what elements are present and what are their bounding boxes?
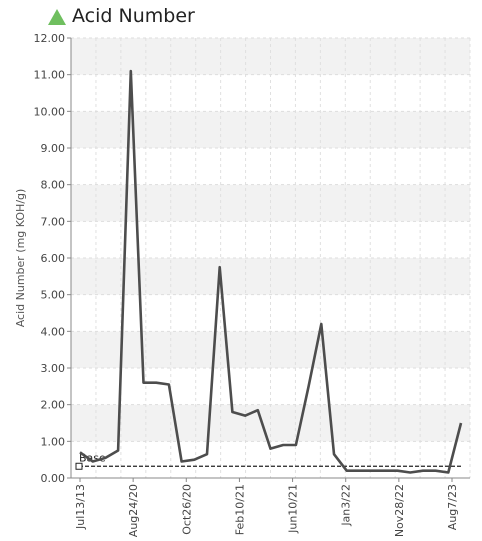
- plot-band: [71, 331, 470, 368]
- plot-band: [71, 294, 470, 332]
- reference-lines: Base: [75, 451, 461, 470]
- y-tick-label: 4.00: [41, 325, 66, 338]
- y-tick-label: 10.00: [34, 105, 66, 118]
- base-label: Base: [79, 451, 106, 464]
- x-tick-label: Feb10/21: [233, 484, 246, 535]
- y-tick-label: 5.00: [41, 289, 66, 302]
- y-tick-label: 6.00: [41, 252, 66, 265]
- chart-header: Acid Number: [48, 3, 195, 29]
- y-axis-label: Acid Number (mg KOH/g): [14, 189, 27, 328]
- x-tick-label: Jan3/22: [340, 484, 353, 527]
- y-tick-label: 12.00: [34, 32, 66, 45]
- x-tick-label: Jun10/21: [287, 484, 300, 534]
- x-tick-label: Aug24/20: [127, 484, 140, 537]
- y-tick-label: 2.00: [41, 399, 66, 412]
- y-tick-label: 9.00: [41, 142, 66, 155]
- status-triangle-icon: [48, 9, 66, 25]
- x-tick-label: Jul13/13: [74, 484, 87, 530]
- x-tick-labels: Jul13/13 Aug24/20 Oct26/20 Feb10/21 Jun10/21…: [74, 478, 459, 537]
- x-tick-label: Aug7/23: [446, 484, 459, 530]
- y-tick-label: 7.00: [41, 215, 66, 228]
- y-tick-label: 11.00: [34, 69, 66, 82]
- base-marker: [75, 462, 83, 470]
- chart-title: Acid Number: [72, 5, 195, 27]
- x-tick-label: Nov28/22: [393, 484, 406, 537]
- x-tick-label: Oct26/20: [180, 484, 193, 535]
- y-tick-label: 0.00: [41, 472, 66, 485]
- y-tick-label: 8.00: [41, 179, 66, 192]
- y-tick-label: 1.00: [41, 435, 66, 448]
- series-lines: [79, 69, 463, 474]
- y-tick-labels: 0.00 1.00 2.00 3.00 4.00 5.00 6.00 7.00 8.00 9.00…: [34, 32, 71, 485]
- y-tick-label: 3.00: [41, 362, 66, 375]
- plot-band: [71, 258, 470, 295]
